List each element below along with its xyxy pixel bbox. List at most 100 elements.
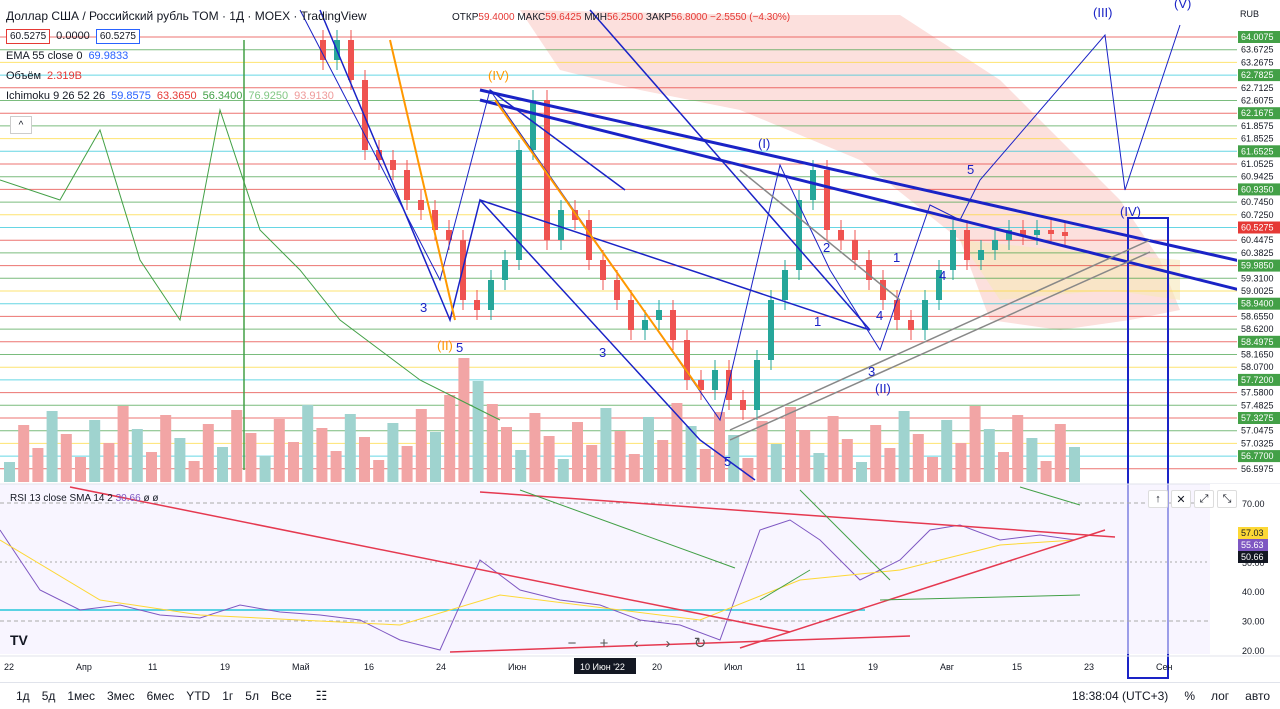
volume-bar xyxy=(1069,447,1080,482)
range-button-7[interactable]: 5л xyxy=(245,689,259,703)
volume-bar xyxy=(870,425,882,482)
zoom-out-button[interactable]: − xyxy=(567,634,577,652)
ichimoku-label[interactable]: Ichimoku 9 26 52 26 xyxy=(6,90,106,102)
candle xyxy=(1048,230,1054,234)
volume-value: 2.319B xyxy=(47,70,82,82)
orange-trend xyxy=(389,39,701,391)
range-button-8[interactable]: Все xyxy=(270,689,292,703)
price-tick: 64.0075 xyxy=(1241,32,1274,42)
scroll-right-button[interactable]: › xyxy=(665,634,671,652)
collapse-pane-icon[interactable]: ⤡ xyxy=(1217,490,1237,508)
price-tick-bg xyxy=(1238,335,1280,348)
volume-bar xyxy=(188,461,200,482)
volume-label[interactable]: Объём xyxy=(6,70,42,82)
candle xyxy=(390,160,396,170)
move-up-icon[interactable]: ↑ xyxy=(1148,490,1168,508)
rsi-legend[interactable]: RSI 13 close SMA 14 2 30.66 ø ø xyxy=(10,493,158,504)
volume-bar xyxy=(1012,415,1024,482)
scroll-left-button[interactable]: ‹ xyxy=(633,634,639,652)
percent-toggle[interactable]: % xyxy=(1184,689,1195,703)
candle xyxy=(614,280,620,300)
maximize-pane-icon[interactable]: ⤢ xyxy=(1194,490,1214,508)
ichimoku-v3: 56.3400 xyxy=(202,90,243,102)
volume-bar xyxy=(1026,438,1038,482)
range-button-3[interactable]: 3мес xyxy=(106,689,135,703)
rsi-label[interactable]: RSI 13 close SMA 14 2 xyxy=(10,493,113,504)
collapse-legend-icon[interactable]: ^ xyxy=(10,116,32,134)
wave-label: 1 xyxy=(893,250,900,265)
price-tick-bg xyxy=(1238,259,1280,272)
price-tick: 58.1650 xyxy=(1241,350,1274,360)
wave-label: (IV) xyxy=(1120,204,1141,219)
price-tick-bg xyxy=(1238,234,1280,247)
volume-bar xyxy=(387,423,399,482)
log-toggle[interactable]: лог xyxy=(1210,689,1230,703)
candle xyxy=(516,150,522,260)
volume-bar xyxy=(146,452,157,482)
volume-bar xyxy=(1054,424,1066,482)
time-tick: 15 xyxy=(1012,662,1022,672)
range-button-2[interactable]: 1мес xyxy=(67,689,95,703)
time-tick: 24 xyxy=(436,662,446,672)
trendlines[interactable] xyxy=(299,9,1280,679)
price-tick: 60.9425 xyxy=(1241,172,1274,182)
reset-chart-button[interactable]: ↻ xyxy=(693,635,707,652)
volume-bar xyxy=(998,452,1009,482)
chart-canvas[interactable]: 64.0075 63.6725 63.2675 62.7825 62.7125 62.60… xyxy=(0,0,1280,682)
candle xyxy=(838,230,844,240)
clock-time[interactable]: 18:38:04 (UTC+3) xyxy=(1071,689,1169,703)
candle xyxy=(782,270,788,300)
price-tick-bg xyxy=(1238,208,1280,221)
volume-bar xyxy=(841,439,853,482)
ema-label[interactable]: EMA 55 close 0 xyxy=(6,50,83,62)
price-tick-bg xyxy=(1238,132,1280,145)
volume-bar xyxy=(643,417,654,482)
volume-bar xyxy=(827,416,839,482)
price-tick: 63.6725 xyxy=(1241,45,1274,55)
range-button-5[interactable]: YTD xyxy=(186,689,211,703)
open-value: 59.4000 xyxy=(478,12,515,23)
volume-bar xyxy=(4,462,15,482)
price-tick: 56.7700 xyxy=(1241,451,1274,461)
candle xyxy=(586,220,592,260)
wave-label: 3 xyxy=(599,345,606,360)
auto-toggle[interactable]: авто xyxy=(1245,689,1270,703)
currency-label[interactable]: RUB xyxy=(1240,9,1260,19)
price-tick: 57.5800 xyxy=(1241,388,1274,398)
wave-label: (II) xyxy=(437,338,453,353)
zoom-in-button[interactable]: + xyxy=(599,634,609,652)
candle xyxy=(880,280,886,300)
rsi-marker: 50.66 xyxy=(1241,552,1264,562)
wave-label: 5 xyxy=(724,454,731,469)
ichimoku-v1: 59.8575 xyxy=(111,90,151,102)
time-tick: Апр xyxy=(76,662,92,672)
candle xyxy=(754,360,760,410)
range-button-6[interactable]: 1г xyxy=(222,689,234,703)
volume-bar xyxy=(1040,461,1052,482)
volume-bar xyxy=(813,453,825,482)
candle xyxy=(628,300,634,330)
ichimoku-cloud-green xyxy=(960,240,1180,300)
symbol-title[interactable]: Доллар США / Российский рубль TOM · 1Д ·… xyxy=(6,9,367,23)
candle xyxy=(936,270,942,300)
bid-price[interactable]: 60.5275 xyxy=(6,28,51,44)
price-tick-bg xyxy=(1238,399,1280,412)
price-tick: 61.0525 xyxy=(1241,159,1274,169)
volume-bar xyxy=(884,448,896,482)
volume-bar xyxy=(515,450,527,482)
candle xyxy=(558,210,564,240)
ichimoku-v4: 76.9250 xyxy=(248,90,289,102)
ichimoku-v2: 63.3650 xyxy=(156,90,197,102)
ask-price[interactable]: 60.5275 xyxy=(95,28,140,44)
bottom-toolbar: 1д 5д 1мес 3мес 6мес YTD 1г 5л Все ☷ 18:38:04 (U… xyxy=(0,682,1280,709)
candle xyxy=(362,80,368,150)
price-tick: 61.8525 xyxy=(1241,134,1274,144)
close-pane-icon[interactable]: ✕ xyxy=(1171,490,1191,508)
volume-bar xyxy=(330,451,342,482)
range-button-4[interactable]: 6мес xyxy=(146,689,175,703)
range-button-0[interactable]: 1д xyxy=(16,689,30,703)
calendar-icon[interactable]: ☷ xyxy=(315,688,328,703)
price-tick: 60.7450 xyxy=(1241,197,1274,207)
volume-bar xyxy=(60,434,72,482)
range-button-1[interactable]: 5д xyxy=(41,689,56,703)
